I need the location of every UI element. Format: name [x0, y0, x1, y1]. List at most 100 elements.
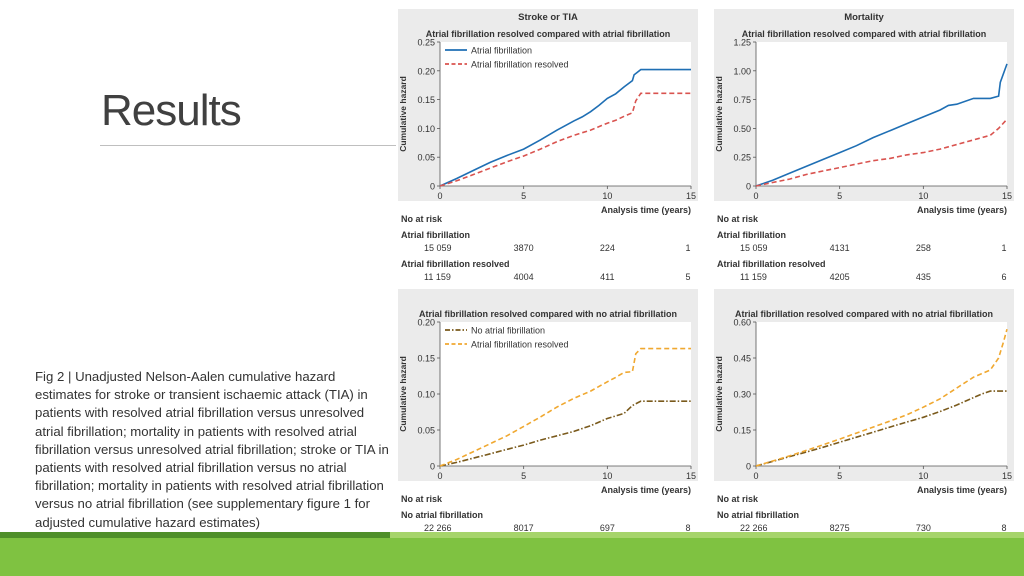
x-axis-label: Analysis time (years) [601, 205, 691, 215]
x-tick-label: 10 [602, 471, 612, 481]
y-tick-label: 0.20 [417, 66, 435, 76]
legend-label: Atrial fibrillation [471, 46, 532, 56]
plot-area-3 [440, 322, 691, 466]
x-axis-label: Analysis time (years) [917, 485, 1007, 495]
y-tick-label: 0.45 [733, 354, 751, 364]
risk-group-name: Atrial fibrillation resolved [717, 259, 826, 269]
series-line-2 [755, 118, 1008, 187]
x-tick-label: 0 [753, 471, 758, 481]
risk-value: 15 059 [740, 243, 768, 253]
risk-table-header: No at risk [401, 214, 443, 224]
series-line-2 [755, 328, 1008, 467]
risk-value: 3870 [514, 243, 534, 253]
y-tick-label: 0.30 [733, 390, 751, 400]
x-tick-label: 5 [521, 191, 526, 201]
risk-group-name: No atrial fibrillation [401, 510, 483, 520]
risk-value: 697 [600, 523, 615, 533]
y-tick-label: 1.00 [733, 66, 751, 76]
x-tick-label: 10 [918, 191, 928, 201]
risk-value: 11 159 [424, 272, 451, 282]
risk-table-header: No at risk [717, 214, 759, 224]
footer-band-light [0, 538, 1024, 576]
risk-value: 1 [685, 243, 690, 253]
title-underline [100, 145, 400, 146]
footer-band-mid [390, 532, 1024, 538]
figure-caption: Fig 2 | Unadjusted Nelson-Aalen cumulati… [35, 369, 389, 530]
x-tick-label: 15 [686, 191, 696, 201]
chart-title: Atrial fibrillation resolved compared wi… [419, 309, 677, 319]
x-tick-label: 15 [1002, 471, 1012, 481]
y-tick-label: 0 [430, 462, 435, 472]
y-tick-label: 0.20 [417, 318, 435, 328]
risk-group-name: Atrial fibrillation resolved [401, 259, 510, 269]
y-tick-label: 0.25 [733, 153, 751, 163]
series-line-1 [755, 63, 1008, 187]
risk-group-name: Atrial fibrillation [717, 230, 786, 240]
risk-value: 730 [916, 523, 931, 533]
y-tick-label: 0 [746, 182, 751, 192]
risk-value: 4004 [514, 272, 534, 282]
legend-label: Atrial fibrillation resolved [471, 340, 569, 350]
y-tick-label: 1.25 [733, 38, 751, 48]
risk-value: 15 059 [424, 243, 452, 253]
series-line-1 [755, 390, 1007, 467]
risk-table-header: No at risk [717, 494, 759, 504]
x-tick-label: 0 [437, 471, 442, 481]
y-axis-label: Cumulative hazard [398, 76, 408, 152]
risk-value: 8 [685, 523, 690, 533]
x-axis-label: Analysis time (years) [601, 485, 691, 495]
x-tick-label: 5 [521, 471, 526, 481]
plot-area-1 [440, 42, 691, 186]
risk-value: 5 [685, 272, 690, 282]
risk-value: 1 [1001, 243, 1006, 253]
y-tick-label: 0.10 [417, 390, 435, 400]
x-tick-label: 5 [837, 471, 842, 481]
y-axis-label: Cumulative hazard [714, 76, 724, 152]
risk-value: 258 [916, 243, 931, 253]
plot-area-2 [756, 42, 1007, 186]
x-tick-label: 15 [1002, 191, 1012, 201]
risk-value: 435 [916, 272, 931, 282]
risk-value: 411 [600, 272, 614, 282]
footer-band-dark [0, 532, 390, 538]
risk-table-header: No at risk [401, 494, 443, 504]
figure-panels: Stroke or TIA Atrial fibrillation resolve… [396, 9, 1019, 567]
x-tick-label: 15 [686, 471, 696, 481]
column-title: Mortality [844, 12, 884, 23]
series-line-2 [439, 92, 691, 187]
series-line-2 [439, 347, 691, 467]
x-axis-label: Analysis time (years) [917, 205, 1007, 215]
series-line-1 [439, 400, 691, 467]
risk-value: 11 159 [740, 272, 767, 282]
x-tick-label: 5 [837, 191, 842, 201]
cumulative-hazard-figure: Stroke or TIA Atrial fibrillation resolve… [398, 9, 1014, 562]
y-tick-label: 0.60 [733, 318, 751, 328]
y-tick-label: 0 [746, 462, 751, 472]
chart-title: Atrial fibrillation resolved compared wi… [735, 309, 993, 319]
slide-title: Results [101, 86, 242, 135]
risk-value: 8017 [514, 523, 534, 533]
x-tick-label: 10 [918, 471, 928, 481]
y-tick-label: 0.15 [417, 354, 435, 364]
risk-value: 4205 [830, 272, 850, 282]
y-tick-label: 0.15 [733, 426, 751, 436]
risk-value: 224 [600, 243, 615, 253]
risk-value: 22 266 [424, 523, 452, 533]
x-tick-label: 10 [602, 191, 612, 201]
y-tick-label: 0.50 [733, 124, 751, 134]
plot-area-4 [756, 322, 1007, 466]
y-tick-label: 0.75 [733, 95, 751, 105]
risk-value: 8275 [830, 523, 850, 533]
legend-label: Atrial fibrillation resolved [471, 60, 569, 70]
legend-label: No atrial fibrillation [471, 326, 545, 336]
y-tick-label: 0.05 [417, 153, 435, 163]
x-tick-label: 0 [753, 191, 758, 201]
chart-title: Atrial fibrillation resolved compared wi… [742, 29, 987, 39]
column-title: Stroke or TIA [518, 12, 578, 23]
y-tick-label: 0.10 [417, 124, 435, 134]
y-tick-label: 0.05 [417, 426, 435, 436]
risk-group-name: No atrial fibrillation [717, 510, 799, 520]
risk-value: 6 [1001, 272, 1006, 282]
series-line-1 [439, 68, 691, 187]
y-axis-label: Cumulative hazard [398, 356, 408, 432]
